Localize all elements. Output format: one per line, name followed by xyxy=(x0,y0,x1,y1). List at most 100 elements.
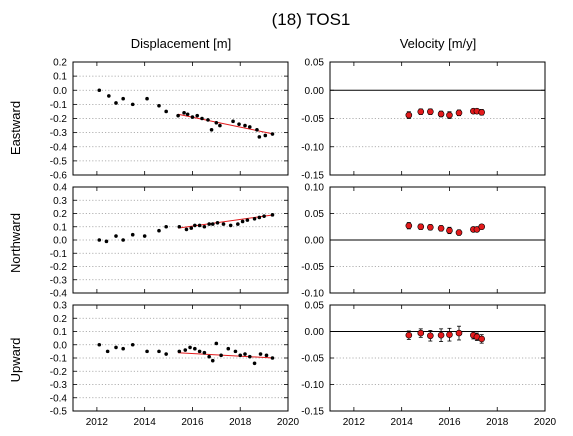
displacement-point xyxy=(105,349,110,354)
displacement-point xyxy=(121,346,125,351)
x-tick-label: 2016 xyxy=(181,417,204,428)
displacement-point xyxy=(210,358,215,363)
y-tick-label: -0.3 xyxy=(50,380,68,391)
y-tick-label: -0.05 xyxy=(301,114,324,125)
displacement-point xyxy=(219,353,223,358)
panel-frame xyxy=(72,304,289,412)
displacement-point xyxy=(262,214,266,218)
displacement-point xyxy=(252,361,257,366)
y-tick-label: -0.3 xyxy=(50,275,68,286)
y-tick-label: 0.0 xyxy=(53,340,67,351)
y-tick-label: -0.2 xyxy=(50,262,68,273)
displacement-point xyxy=(107,94,111,98)
y-tick-label: 0.05 xyxy=(305,301,325,312)
y-tick-label: 0.1 xyxy=(53,72,67,83)
x-tick-label: 2018 xyxy=(229,417,252,428)
displacement-point xyxy=(263,133,268,138)
displacement-point xyxy=(264,353,269,358)
displacement-point xyxy=(177,349,182,354)
y-tick-label: -0.4 xyxy=(50,142,68,153)
displacement-point xyxy=(209,128,214,132)
displacement-point xyxy=(197,349,202,354)
velocity-point xyxy=(478,108,485,116)
displacement-point xyxy=(270,356,275,360)
displacement-point xyxy=(104,239,109,244)
velocity-point xyxy=(455,329,463,337)
displacement-point xyxy=(207,222,211,226)
y-tick-label: 0.4 xyxy=(53,183,67,194)
chart-title: (18) TOS1 xyxy=(272,10,351,29)
column-title-velocity: Velocity [m/y] xyxy=(400,36,477,51)
velocity-point xyxy=(446,227,453,234)
displacement-point xyxy=(245,218,250,222)
y-tick-label: -0.10 xyxy=(301,142,324,153)
y-tick-label: -0.6 xyxy=(50,171,68,182)
x-tick-label: 2014 xyxy=(391,417,414,428)
velocity-point xyxy=(455,109,463,117)
displacement-point xyxy=(193,346,197,351)
displacement-point xyxy=(214,120,219,125)
y-tick-label: -0.05 xyxy=(301,354,324,365)
displacement-point xyxy=(197,223,202,228)
velocity-point xyxy=(417,223,425,231)
displacement-point xyxy=(207,354,211,359)
panel-frame xyxy=(329,186,546,294)
displacement-point xyxy=(184,227,189,232)
displacement-point xyxy=(270,213,275,217)
x-tick-label: 2020 xyxy=(534,417,557,428)
y-tick-label: -0.5 xyxy=(50,407,68,418)
displacement-point xyxy=(221,222,226,226)
displacement-point xyxy=(164,352,168,356)
displacement-point xyxy=(114,345,118,350)
displacement-point xyxy=(255,128,259,132)
displacement-point xyxy=(226,346,231,351)
velocity-point xyxy=(437,110,445,118)
row-label-northward: Northward xyxy=(8,213,23,273)
displacement-point xyxy=(182,111,186,115)
y-tick-label: 0.05 xyxy=(305,58,325,69)
y-tick-label: -0.2 xyxy=(50,367,68,378)
y-tick-label: -0.1 xyxy=(50,100,68,111)
displacement-point xyxy=(164,109,168,114)
displacement-point xyxy=(218,123,222,128)
velocity-point xyxy=(437,331,445,339)
y-tick-label: 0.1 xyxy=(53,222,67,233)
x-tick-label: 2014 xyxy=(134,417,157,428)
y-tick-label: 0.2 xyxy=(53,58,67,69)
y-tick-label: 0.0 xyxy=(53,86,67,97)
displacement-point xyxy=(252,217,257,221)
x-tick-label: 2016 xyxy=(438,417,461,428)
displacement-point xyxy=(97,342,102,347)
displacement-point xyxy=(164,224,168,229)
velocity-point xyxy=(446,331,453,338)
y-tick-label: 0.2 xyxy=(53,314,67,325)
x-tick-label: 2012 xyxy=(86,417,109,428)
velocity-point xyxy=(455,229,463,236)
displacement-point xyxy=(202,350,207,355)
displacement-point xyxy=(130,232,135,237)
y-tick-label: -0.2 xyxy=(50,114,68,125)
y-tick-label: -0.15 xyxy=(301,407,324,418)
displacement-point xyxy=(195,113,200,118)
displacement-point xyxy=(257,135,262,139)
displacement-point xyxy=(270,132,275,136)
displacement-point xyxy=(157,228,161,233)
displacement-point xyxy=(114,101,118,105)
displacement-point xyxy=(240,219,245,224)
x-tick-label: 2018 xyxy=(486,417,509,428)
y-tick-label: -0.4 xyxy=(50,393,68,404)
velocity-point xyxy=(405,222,413,229)
y-tick-label: -0.10 xyxy=(301,289,324,300)
y-tick-label: 0.00 xyxy=(305,86,325,97)
displacement-point xyxy=(185,112,190,117)
displacement-point xyxy=(177,224,182,229)
displacement-point xyxy=(258,352,263,356)
displacement-point xyxy=(233,349,238,354)
displacement-point xyxy=(200,116,204,121)
displacement-point xyxy=(243,352,247,356)
displacement-point xyxy=(97,238,102,242)
displacement-point xyxy=(236,222,240,226)
y-tick-label: -0.10 xyxy=(301,380,324,391)
velocity-point xyxy=(478,335,485,343)
